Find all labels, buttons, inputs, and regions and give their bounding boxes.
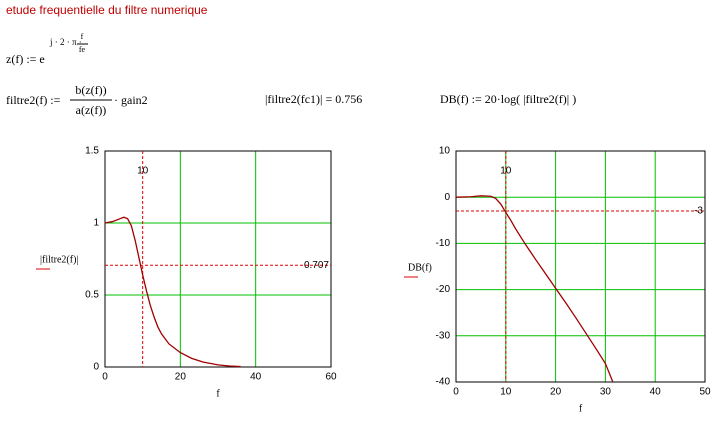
x-tick-label: 40 — [650, 387, 662, 398]
y-tick-label: 1 — [93, 218, 99, 229]
x-tick-label: 40 — [250, 372, 262, 383]
exponent-num: f — [81, 32, 84, 41]
x-tick-label: 60 — [325, 372, 337, 383]
y-axis-label: DB(f) — [408, 262, 432, 273]
x-tick-label: 0 — [102, 372, 108, 383]
x-axis-label: f — [579, 403, 583, 414]
equation: DB(f) := 20·log( |filtre2(f)| ) — [440, 92, 576, 106]
title: etude frequentielle du filtre numerique — [6, 3, 208, 17]
y-tick-label: 0.5 — [85, 290, 99, 301]
x-tick-label: 20 — [175, 372, 187, 383]
x-tick-label: 30 — [600, 387, 612, 398]
y-tick-label: 1.5 — [85, 146, 99, 157]
x-tick-label: 0 — [453, 387, 459, 398]
marker-x-label: 10 — [500, 166, 512, 177]
y-tick-label: -40 — [436, 377, 451, 388]
y-tick-label: -30 — [436, 330, 451, 341]
marker-y-label: -3 — [694, 206, 703, 217]
exponent: j · 2 · π · — [49, 37, 82, 47]
equation: · gain2 — [114, 93, 148, 107]
y-tick-label: 10 — [439, 146, 451, 157]
plot-frame — [104, 150, 332, 368]
numerator: b(z(f)) — [75, 83, 106, 97]
exponent-den: fe — [79, 45, 86, 54]
equation: filtre2(f) := — [6, 93, 61, 107]
y-tick-label: -10 — [436, 238, 451, 249]
x-tick-label: 10 — [500, 387, 512, 398]
curve — [455, 195, 614, 383]
curve — [104, 216, 241, 368]
y-tick-label: 0 — [444, 192, 450, 203]
y-tick-label: -20 — [436, 284, 451, 295]
x-tick-label: 50 — [699, 387, 711, 398]
plot-frame — [455, 150, 706, 383]
y-tick-label: 0 — [93, 362, 99, 373]
denominator: a(z(f)) — [76, 103, 107, 117]
x-tick-label: 20 — [550, 387, 562, 398]
equation: z(f) := e — [6, 52, 45, 66]
x-axis-label: f — [216, 388, 220, 399]
marker-y-label: 0.707 — [304, 260, 329, 271]
evaluation: |filtre2(fc1)| = 0.756 — [265, 92, 362, 106]
y-axis-label: |filtre2(f)| — [40, 254, 78, 265]
marker-x-label: 10 — [137, 166, 149, 177]
